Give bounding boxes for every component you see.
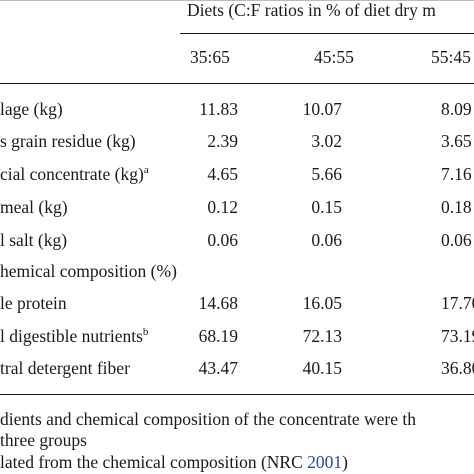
cell: 73.19 [441,326,474,346]
row-label: l salt (kg) [0,230,68,250]
row-label: s grain residue (kg) [0,131,136,151]
footnote-b: lated from the chemical composition (NRC… [0,452,348,472]
footnote-a: dients and chemical composition of the c… [0,409,416,429]
row-label: meal (kg) [0,197,68,217]
column-header-2: 45:55 [314,47,354,67]
row-label: tral detergent fiber [0,358,130,378]
footnote-marker: b [142,326,149,339]
group-header-underline [180,33,474,34]
row-label: le protein [0,293,67,313]
row-label: lage (kg) [0,99,63,119]
cell: 14.68 [198,293,238,313]
cell: 3.02 [311,131,342,151]
footnote-a-continued: three groups [0,430,87,450]
cell: 2.39 [207,131,238,151]
column-group-header: Diets (C:F ratios in % of diet dry m [187,0,436,20]
cell: 17.70 [441,293,474,313]
cell: 0.06 [441,230,472,250]
cell: 7.16 [441,164,472,184]
cell: 3.65 [441,131,472,151]
cell: 0.18 [441,197,472,217]
cell: 5.66 [311,164,342,184]
cell: 72.13 [302,326,342,346]
column-header-3: 55:45 [431,47,471,67]
cell: 11.83 [199,99,238,119]
cell: 8.09 [441,99,472,119]
row-label: cial concentrate (kg)a [0,164,149,184]
header-bottom-rule [0,83,474,84]
cell: 0.12 [207,197,238,217]
cell: 16.05 [302,293,342,313]
column-header-1: 35:65 [190,47,230,67]
cell: 0.06 [311,230,342,250]
cell: 36.80 [441,358,474,378]
cell: 4.65 [207,164,238,184]
cell: 68.19 [198,326,238,346]
row-label: l digestible nutrientsb [0,326,149,346]
cell: 10.07 [302,99,342,119]
cell: 0.15 [311,197,342,217]
table-top-rule [0,0,474,1]
table-bottom-rule [0,394,474,395]
cell: 40.15 [302,358,342,378]
footnote-marker: a [143,164,149,177]
cell: 0.06 [207,230,238,250]
cell: 43.47 [198,358,238,378]
citation-link[interactable]: 2001 [307,452,343,472]
section-label: hemical composition (%) [0,261,177,281]
